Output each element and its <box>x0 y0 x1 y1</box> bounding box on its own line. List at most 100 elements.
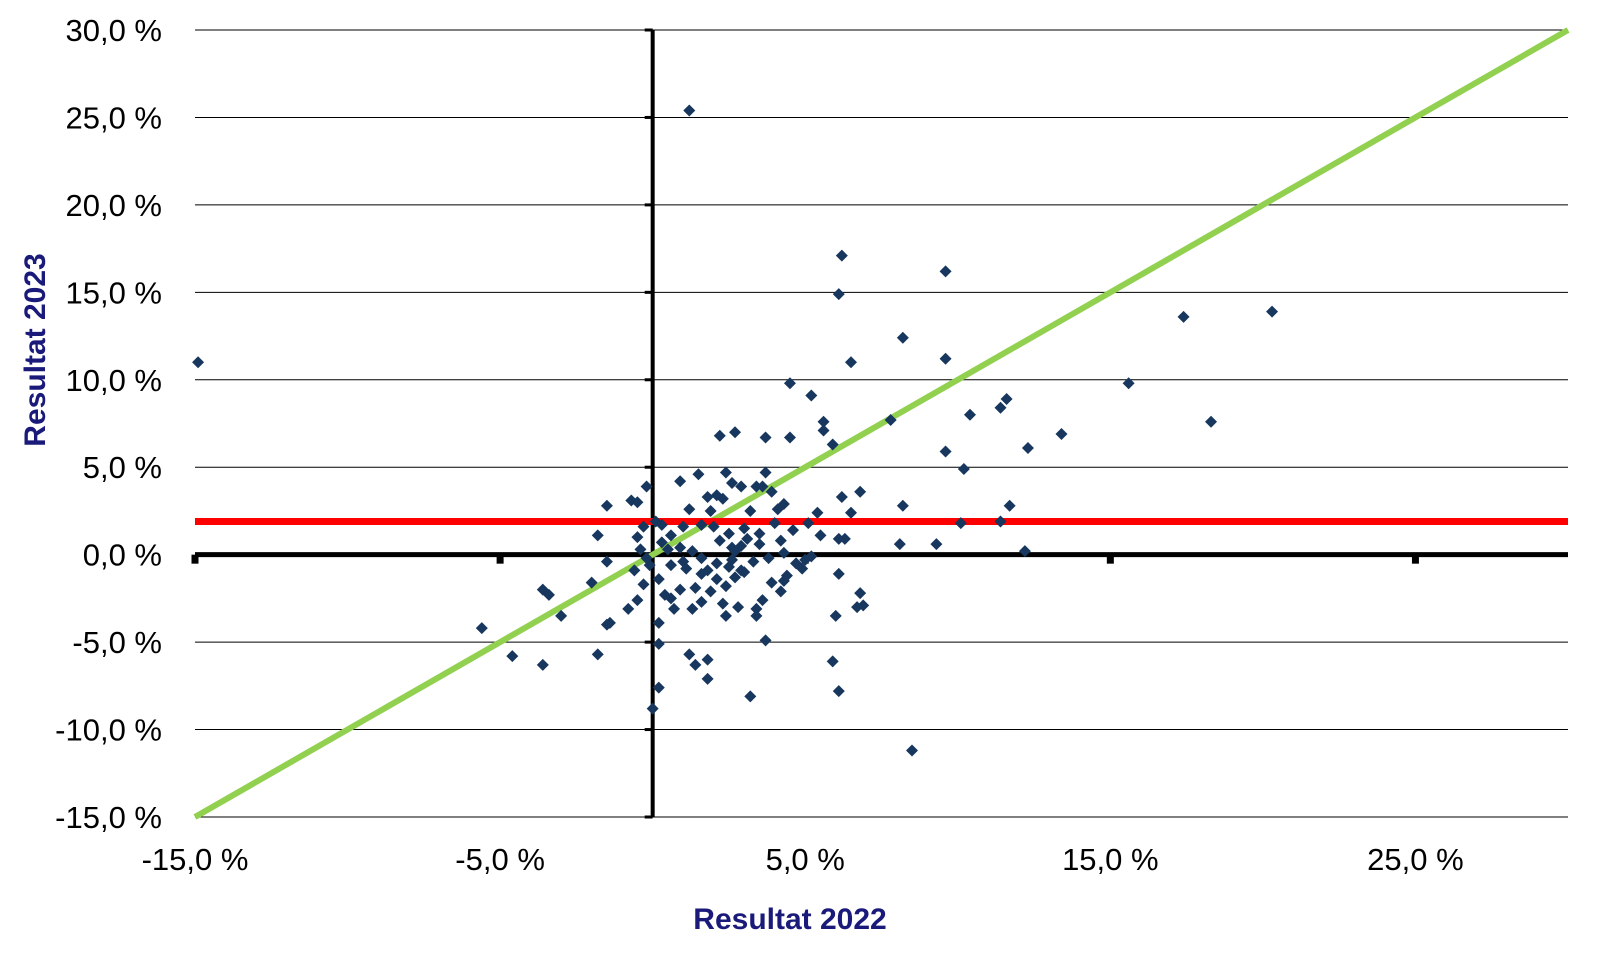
data-point <box>637 578 650 591</box>
data-point <box>695 567 708 580</box>
data-point <box>646 702 659 715</box>
axes <box>191 28 1568 819</box>
data-point <box>832 567 845 580</box>
data-point <box>631 594 644 607</box>
data-point <box>768 517 781 530</box>
data-point <box>738 522 751 535</box>
data-point <box>634 543 647 556</box>
data-point <box>1021 441 1034 454</box>
data-point <box>826 438 839 451</box>
data-point <box>844 506 857 519</box>
data-point <box>652 616 665 629</box>
data-point <box>838 532 851 545</box>
x-tick-label: 25,0 % <box>1367 842 1464 877</box>
data-point <box>814 529 827 542</box>
x-tick-label: 5,0 % <box>766 842 845 877</box>
data-point <box>756 594 769 607</box>
data-point <box>835 249 848 262</box>
data-point <box>674 475 687 488</box>
data-point <box>716 597 729 610</box>
data-point <box>762 552 775 565</box>
data-point <box>994 401 1007 414</box>
data-point <box>689 658 702 671</box>
data-point <box>729 545 742 558</box>
data-point <box>777 497 790 510</box>
data-point <box>695 552 708 565</box>
data-point <box>628 564 641 577</box>
y-tick-label: 0,0 % <box>83 538 162 573</box>
data-point <box>939 265 952 278</box>
data-point <box>1266 305 1279 318</box>
data-point <box>829 609 842 622</box>
data-point <box>756 480 769 493</box>
data-point <box>854 485 867 498</box>
data-point <box>722 560 735 573</box>
data-point <box>851 601 864 614</box>
data-point <box>591 648 604 661</box>
data-point <box>664 529 677 542</box>
data-point <box>668 602 681 615</box>
data-point <box>725 476 738 489</box>
data-point <box>777 546 790 559</box>
y-tick-label: -5,0 % <box>72 625 162 660</box>
data-point <box>939 352 952 365</box>
data-point <box>732 601 745 614</box>
data-point <box>652 681 665 694</box>
data-point <box>893 538 906 551</box>
reference-lines <box>193 27 1570 820</box>
data-point <box>719 466 732 479</box>
data-point <box>192 356 205 369</box>
y-tick-label: 5,0 % <box>83 450 162 485</box>
y-tick-label: 25,0 % <box>65 100 162 135</box>
data-point <box>722 527 735 540</box>
data-point <box>719 609 732 622</box>
data-point <box>765 485 778 498</box>
data-point <box>536 583 549 596</box>
data-point <box>957 462 970 475</box>
data-point <box>854 587 867 600</box>
data-point <box>1177 310 1190 323</box>
data-point <box>677 520 690 533</box>
x-tick-label: 15,0 % <box>1062 842 1159 877</box>
x-tick-label: -5,0 % <box>455 842 545 877</box>
data-point <box>1055 427 1068 440</box>
data-point <box>759 431 772 444</box>
data-point <box>750 602 763 615</box>
data-point <box>713 429 726 442</box>
data-point <box>747 555 760 568</box>
data-point <box>750 480 763 493</box>
data-point <box>658 588 671 601</box>
data-point <box>729 571 742 584</box>
data-point <box>600 499 613 512</box>
data-point <box>783 431 796 444</box>
data-point <box>475 622 488 635</box>
data-point <box>716 492 729 505</box>
data-point <box>759 634 772 647</box>
data-point <box>729 426 742 439</box>
data-point <box>811 506 824 519</box>
data-point <box>735 480 748 493</box>
data-point <box>906 744 919 757</box>
data-point <box>774 585 787 598</box>
data-point <box>930 538 943 551</box>
data-point <box>741 532 754 545</box>
data-point <box>765 576 778 589</box>
data-point <box>710 573 723 586</box>
data-point <box>753 527 766 540</box>
data-point <box>704 585 717 598</box>
data-point <box>1122 377 1135 390</box>
data-point <box>826 655 839 668</box>
data-point <box>692 468 705 481</box>
data-point <box>683 104 696 117</box>
data-point <box>835 490 848 503</box>
data-point <box>707 520 720 533</box>
data-point <box>710 557 723 570</box>
data-point <box>1003 499 1016 512</box>
data-point <box>817 424 830 437</box>
data-point <box>759 466 772 479</box>
data-point <box>686 602 699 615</box>
data-point <box>686 545 699 558</box>
data-point <box>719 580 732 593</box>
data-point <box>701 653 714 666</box>
data-point <box>536 658 549 671</box>
